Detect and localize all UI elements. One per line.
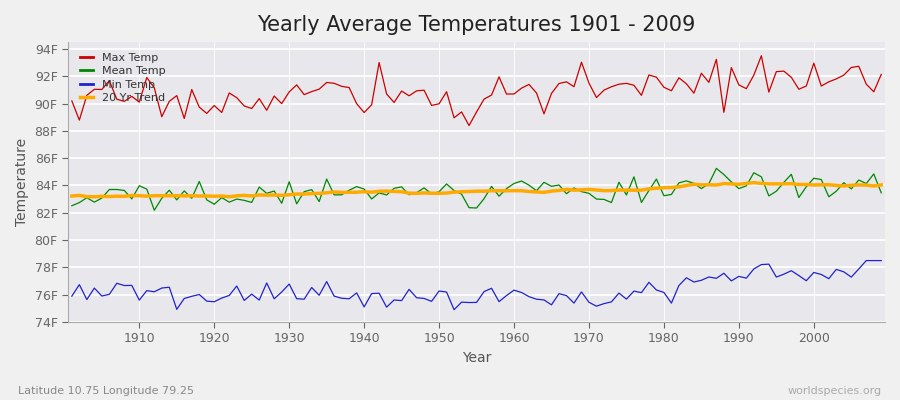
X-axis label: Year: Year bbox=[462, 351, 491, 365]
Text: Latitude 10.75 Longitude 79.25: Latitude 10.75 Longitude 79.25 bbox=[18, 386, 194, 396]
Text: worldspecies.org: worldspecies.org bbox=[788, 386, 882, 396]
Title: Yearly Average Temperatures 1901 - 2009: Yearly Average Temperatures 1901 - 2009 bbox=[257, 15, 696, 35]
Legend: Max Temp, Mean Temp, Min Temp, 20 Yr Trend: Max Temp, Mean Temp, Min Temp, 20 Yr Tre… bbox=[76, 48, 170, 108]
Y-axis label: Temperature: Temperature bbox=[15, 138, 29, 226]
